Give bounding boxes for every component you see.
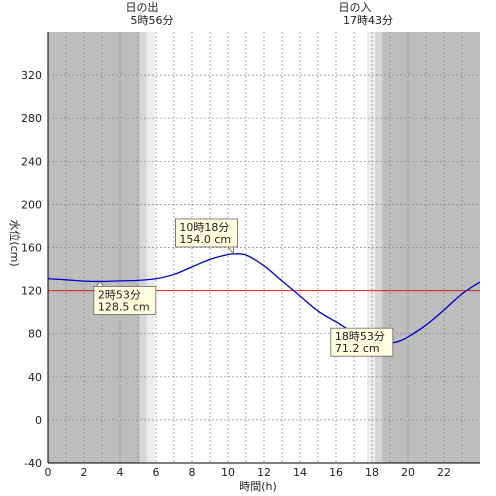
- sunset-time: 17時43分: [343, 14, 393, 27]
- y-tick-label: 240: [21, 155, 42, 168]
- series-group: [47, 253, 481, 344]
- x-tick-label: 2: [81, 466, 88, 479]
- x-tick-label: 10: [221, 466, 235, 479]
- tick-labels: 0 2 4 6 8 10 12 14 16 18 20 22-40040801201602002402…: [21, 69, 451, 479]
- y-tick-label: 160: [21, 242, 42, 255]
- annotation-time: 18時53分: [335, 330, 385, 343]
- sunset-label: 日の入: [339, 1, 372, 14]
- y-tick-label: 280: [21, 112, 42, 125]
- x-tick-label: 20: [401, 466, 415, 479]
- y-tick-label: 120: [21, 285, 42, 298]
- annotation-time: 10時18分: [179, 221, 229, 234]
- x-tick-label: 14: [293, 466, 307, 479]
- sunrise-label: 日の出: [126, 0, 159, 14]
- y-tick-label: 200: [21, 198, 42, 211]
- annotation-box: [330, 327, 394, 357]
- x-axis-title: 時間(h): [239, 480, 277, 493]
- x-tick-label: 18: [365, 466, 379, 479]
- annotation-value: 71.2 cm: [335, 342, 380, 355]
- annotation-value: 154.0 cm: [179, 233, 231, 246]
- x-tick-label: 22: [437, 466, 451, 479]
- x-tick-label: 6: [153, 466, 160, 479]
- axes: [47, 32, 480, 464]
- y-axis-title: 水位(cm): [8, 219, 22, 266]
- annotation-box: [174, 218, 238, 248]
- water-level-line: [47, 253, 481, 344]
- x-tick-label: 4: [117, 466, 124, 479]
- x-tick-label: 0: [45, 466, 52, 479]
- y-tick-label: 40: [28, 371, 42, 384]
- x-tick-label: 8: [189, 466, 196, 479]
- annotation-time: 2時53分: [98, 288, 141, 301]
- y-tick-label: 0: [35, 414, 42, 427]
- annotation-value: 128.5 cm: [98, 300, 150, 313]
- x-tick-label: 16: [329, 466, 343, 479]
- sunrise-time: 5時56分: [131, 14, 174, 27]
- y-tick-label: -40: [24, 457, 42, 470]
- y-tick-label: 320: [21, 69, 42, 82]
- annotation-box: [93, 286, 157, 315]
- x-tick-label: 12: [257, 466, 271, 479]
- y-tick-label: 80: [28, 328, 42, 341]
- grid: [48, 32, 480, 463]
